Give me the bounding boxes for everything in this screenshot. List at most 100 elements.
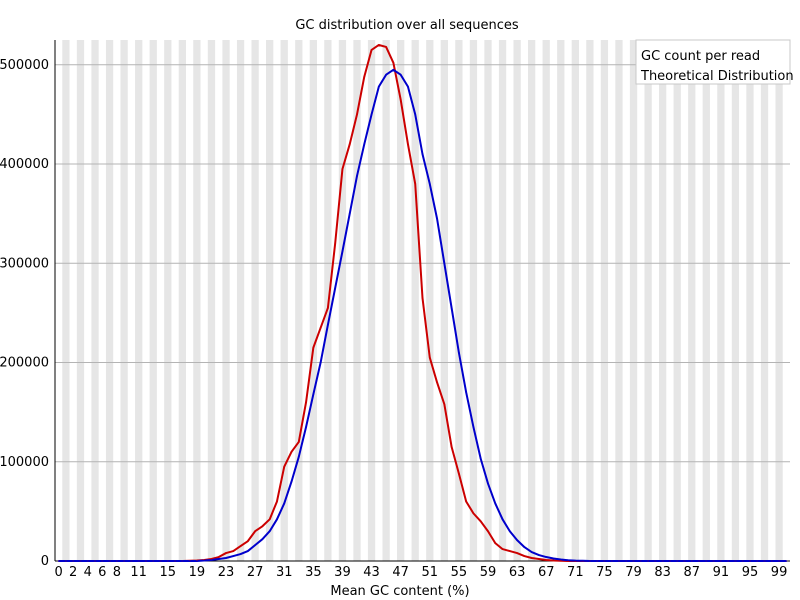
- data-point: [567, 559, 569, 562]
- data-point: [458, 472, 460, 475]
- x-band: [469, 40, 478, 561]
- x-tick-label: 59: [480, 565, 497, 580]
- y-tick-label: 0: [41, 554, 49, 569]
- x-tick-label: 0: [54, 565, 62, 580]
- data-point: [661, 560, 664, 562]
- x-band: [513, 40, 521, 561]
- data-point: [443, 262, 446, 265]
- y-tick-label: 300000: [0, 256, 49, 271]
- data-point: [472, 512, 475, 515]
- data-point: [749, 560, 751, 562]
- x-tick-label: 27: [247, 565, 264, 580]
- x-band: [222, 40, 230, 561]
- data-point: [487, 530, 489, 533]
- data-point: [283, 502, 286, 505]
- x-band: [426, 40, 434, 561]
- x-band: [62, 40, 70, 561]
- x-axis-label: Mean GC content (%): [330, 584, 469, 599]
- data-point: [334, 242, 336, 245]
- x-tick-label: 11: [130, 565, 147, 580]
- x-tick-label: 95: [742, 565, 759, 580]
- data-point: [734, 560, 737, 562]
- data-point: [428, 356, 431, 359]
- data-point: [530, 551, 533, 553]
- data-point: [421, 297, 424, 299]
- data-point: [145, 560, 147, 562]
- data-point: [276, 518, 278, 521]
- data-point: [443, 403, 446, 406]
- data-point: [305, 426, 307, 428]
- y-tick-label: 200000: [0, 356, 49, 371]
- data-point: [385, 46, 387, 48]
- data-point: [341, 168, 344, 170]
- data-point: [261, 538, 264, 540]
- data-point: [436, 217, 438, 220]
- x-tick-label: 87: [683, 565, 700, 580]
- data-point: [297, 441, 300, 443]
- data-point: [232, 550, 235, 552]
- x-band: [120, 40, 128, 561]
- x-tick-label: 51: [422, 565, 439, 580]
- x-tick-label: 6: [98, 565, 106, 580]
- data-point: [385, 73, 387, 76]
- data-point: [116, 560, 118, 562]
- x-band: [309, 40, 317, 561]
- data-point: [727, 560, 729, 562]
- data-point: [247, 540, 249, 542]
- data-point: [479, 520, 482, 523]
- data-point: [159, 560, 162, 562]
- data-point: [545, 559, 548, 561]
- data-point: [181, 560, 184, 562]
- x-band: [629, 40, 638, 561]
- data-point: [676, 560, 678, 562]
- data-point: [65, 560, 67, 562]
- data-point: [589, 560, 591, 562]
- data-point: [137, 560, 140, 562]
- x-band: [571, 40, 579, 561]
- data-point: [305, 401, 307, 404]
- data-point: [487, 482, 489, 485]
- data-point: [683, 560, 686, 562]
- x-tick-label: 71: [567, 565, 584, 580]
- data-point: [516, 539, 518, 541]
- data-point: [552, 559, 555, 562]
- data-point: [516, 552, 518, 554]
- data-point: [225, 552, 227, 554]
- x-band: [498, 40, 507, 561]
- data-point: [370, 49, 373, 51]
- data-point: [370, 113, 373, 116]
- x-band: [688, 40, 696, 561]
- x-band: [484, 40, 492, 561]
- chart-title: GC distribution over all sequences: [295, 18, 519, 33]
- data-point: [428, 183, 431, 185]
- x-tick-label: 83: [654, 565, 671, 580]
- legend-entry-gc-count: GC count per read: [641, 49, 760, 64]
- data-point: [297, 456, 300, 458]
- x-tick-label: 8: [113, 565, 121, 580]
- x-band: [295, 40, 303, 561]
- data-point: [378, 44, 380, 46]
- x-tick-label: 63: [509, 565, 526, 580]
- data-point: [596, 560, 598, 562]
- x-band: [615, 40, 623, 561]
- x-tick-label: 31: [276, 565, 293, 580]
- data-point: [654, 560, 657, 562]
- x-tick-label: 4: [84, 565, 92, 580]
- data-point: [290, 451, 293, 453]
- data-point: [407, 85, 409, 88]
- x-band: [266, 40, 274, 561]
- data-point: [785, 560, 788, 562]
- data-point: [356, 113, 358, 116]
- data-point: [494, 542, 497, 544]
- data-point: [436, 381, 438, 384]
- data-point: [509, 550, 511, 552]
- data-point: [465, 500, 467, 503]
- data-point: [378, 85, 380, 88]
- data-point: [501, 518, 504, 521]
- x-tick-label: 67: [538, 565, 555, 580]
- data-point: [356, 175, 358, 177]
- x-band: [440, 40, 448, 561]
- data-point: [130, 560, 133, 562]
- x-band: [105, 40, 114, 561]
